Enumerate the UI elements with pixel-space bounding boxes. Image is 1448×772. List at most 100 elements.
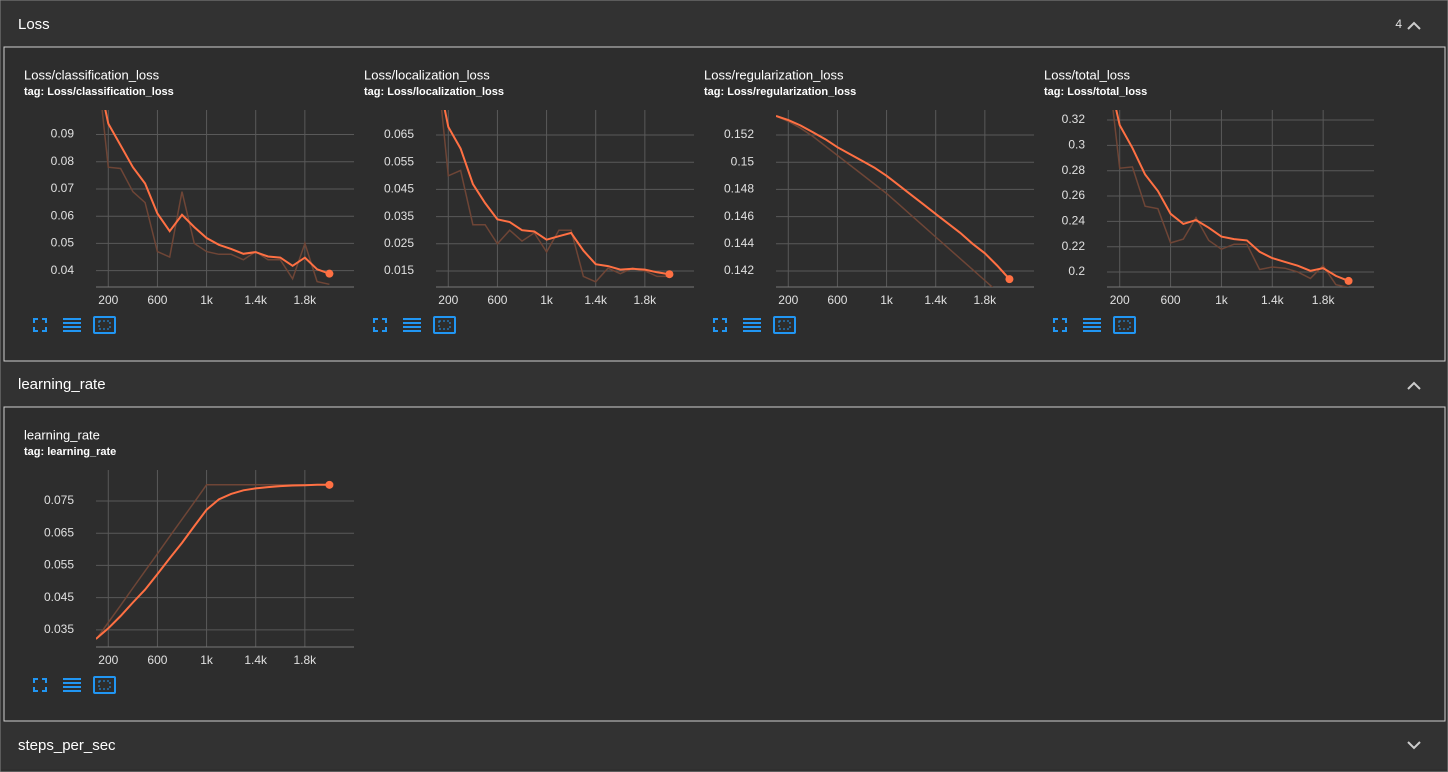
last-point [325, 480, 334, 489]
section-header[interactable] [1, 1, 1447, 47]
section-card [3, 46, 1446, 362]
y-tick-label: 0.045 [384, 182, 414, 196]
y-tick-label: 0.075 [44, 493, 74, 507]
series-line [1115, 110, 1349, 282]
chart-title: Loss/localization_loss [364, 67, 490, 82]
y-tick-label: 0.07 [51, 181, 75, 195]
expand-icon[interactable] [1407, 741, 1421, 750]
y-tick-label: 0.04 [51, 263, 75, 277]
x-tick-label: 200 [98, 653, 118, 667]
chart-title: learning_rate [24, 427, 100, 442]
section-header[interactable] [1, 362, 1447, 407]
y-tick-label: 0.09 [51, 127, 75, 141]
fit-domain-button[interactable] [773, 316, 796, 334]
x-tick-label: 1.4k [1261, 293, 1285, 307]
x-tick-label: 1.4k [924, 293, 948, 307]
y-tick-label: 0.148 [724, 182, 754, 196]
y-tick-label: 0.3 [1068, 138, 1085, 152]
x-tick-label: 600 [1161, 293, 1181, 307]
fit-domain-button[interactable] [433, 316, 456, 334]
x-tick-label: 1.8k [294, 653, 318, 667]
section-card [3, 406, 1446, 722]
last-point [665, 270, 674, 279]
y-tick-label: 0.142 [724, 263, 754, 277]
toggle-log-button[interactable] [63, 678, 81, 692]
fit-domain-inner [438, 320, 451, 330]
x-tick-label: 1.4k [584, 293, 608, 307]
x-tick-label: 200 [438, 293, 458, 307]
x-tick-label: 1k [200, 653, 214, 667]
section-count: 4 [1395, 17, 1402, 31]
collapse-icon[interactable] [1407, 21, 1421, 30]
chart-title: Loss/regularization_loss [704, 67, 844, 82]
toggle-log-button[interactable] [63, 318, 81, 332]
chart-subtitle: tag: Loss/localization_loss [364, 86, 504, 98]
fullscreen-button[interactable] [33, 678, 47, 692]
y-tick-label: 0.152 [724, 127, 754, 141]
fit-domain-inner [98, 680, 111, 690]
x-tick-label: 1.8k [634, 293, 658, 307]
series-line [1112, 110, 1349, 287]
x-tick-label: 1k [1215, 293, 1229, 307]
x-tick-label: 1.8k [974, 293, 998, 307]
section-title: steps_per_sec [18, 737, 116, 754]
y-tick-label: 0.22 [1062, 239, 1086, 253]
y-tick-label: 0.05 [51, 236, 75, 250]
section-title: learning_rate [18, 376, 106, 393]
y-tick-label: 0.2 [1068, 264, 1085, 278]
y-tick-label: 0.035 [44, 622, 74, 636]
chart-subtitle: tag: Loss/total_loss [1044, 86, 1147, 98]
series-line [101, 110, 330, 286]
x-tick-label: 200 [98, 293, 118, 307]
x-tick-label: 1.8k [294, 293, 318, 307]
section-title: Loss [18, 16, 50, 33]
y-tick-label: 0.146 [724, 209, 754, 223]
section-header[interactable] [1, 722, 1447, 769]
series-line [776, 115, 1011, 280]
toggle-log-button[interactable] [403, 318, 421, 332]
x-tick-label: 1.4k [244, 293, 268, 307]
x-tick-label: 1k [200, 293, 214, 307]
y-tick-label: 0.06 [51, 208, 75, 222]
series-line [104, 110, 330, 275]
y-tick-label: 0.26 [1062, 188, 1086, 202]
x-tick-label: 600 [487, 293, 507, 307]
toggle-log-button[interactable] [1083, 318, 1101, 332]
last-point [325, 269, 334, 278]
y-tick-label: 0.24 [1062, 214, 1086, 228]
last-point [1344, 276, 1353, 285]
fit-domain-button[interactable] [93, 676, 116, 694]
x-tick-label: 200 [1110, 293, 1130, 307]
y-tick-label: 0.08 [51, 154, 75, 168]
fullscreen-button[interactable] [1053, 318, 1067, 332]
toggle-log-button[interactable] [743, 318, 761, 332]
x-tick-label: 1.8k [1312, 293, 1336, 307]
series-line [776, 115, 994, 287]
fit-domain-inner [1118, 320, 1131, 330]
fullscreen-button[interactable] [373, 318, 387, 332]
x-tick-label: 1k [540, 293, 554, 307]
y-tick-label: 0.065 [384, 127, 414, 141]
fit-domain-button[interactable] [1113, 316, 1136, 334]
x-tick-label: 600 [827, 293, 847, 307]
x-tick-label: 1k [880, 293, 894, 307]
series-line [443, 110, 670, 276]
fullscreen-button[interactable] [33, 318, 47, 332]
y-tick-label: 0.065 [44, 525, 74, 539]
series-line [96, 483, 330, 640]
collapse-icon[interactable] [1407, 381, 1421, 390]
fullscreen-button[interactable] [713, 318, 727, 332]
y-tick-label: 0.32 [1062, 112, 1086, 126]
chart-title: Loss/total_loss [1044, 67, 1130, 82]
y-tick-label: 0.045 [44, 590, 74, 604]
last-point [1005, 275, 1014, 284]
chart-subtitle: tag: Loss/classification_loss [24, 86, 174, 98]
x-tick-label: 600 [147, 653, 167, 667]
fit-domain-button[interactable] [93, 316, 116, 334]
x-tick-label: 1.4k [244, 653, 268, 667]
y-tick-label: 0.025 [384, 236, 414, 250]
chart-title: Loss/classification_loss [24, 67, 160, 82]
chart-subtitle: tag: learning_rate [24, 446, 116, 458]
fit-domain-inner [98, 320, 111, 330]
